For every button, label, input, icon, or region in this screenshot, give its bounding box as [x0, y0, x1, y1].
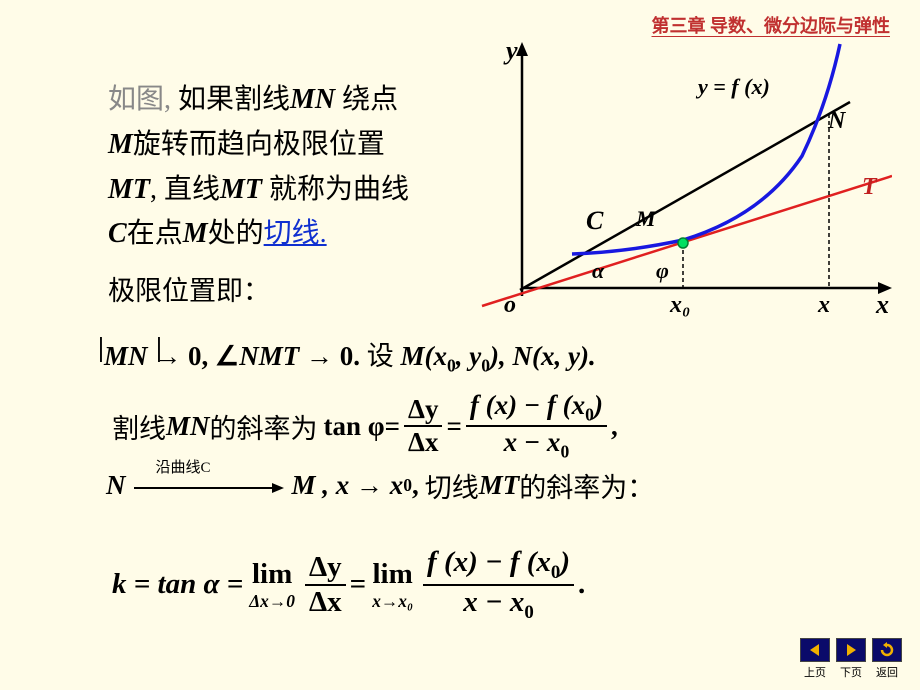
l1h: 0: [447, 355, 456, 375]
l2d2: x − x: [504, 427, 561, 457]
arrow-label: 沿曲线C: [156, 456, 211, 477]
l1e: 设: [367, 341, 401, 371]
l4dot: .: [578, 568, 585, 601]
p4b: 在点: [127, 218, 183, 249]
l4d1: Δx: [309, 586, 342, 618]
chapter-title: 第三章 导数、微分边际与弹性: [652, 12, 891, 38]
p3b: , 直线: [150, 174, 220, 205]
l1g: (x: [425, 341, 448, 371]
label-alpha: α: [592, 258, 604, 284]
label-C: C: [586, 206, 603, 236]
limit-label: 极限位置即：: [108, 270, 270, 313]
x-axis-label: x: [876, 290, 889, 320]
l1k: ), N(x, y).: [490, 341, 596, 371]
prev-icon: [800, 638, 830, 662]
l3a: N: [106, 470, 126, 501]
tangent-diagram: y o x y = f (x) C M N T α φ x₀ x: [472, 36, 892, 326]
back-label: 返回: [876, 664, 898, 680]
l2n2: f (x) − f (x: [470, 390, 585, 420]
p3c: MT: [220, 174, 262, 205]
l2d: tan φ: [324, 411, 385, 441]
l2n2c: ): [594, 390, 603, 420]
math-line-2: 割线MN的斜率为 tan φ = ΔyΔx = f (x) − f (x0)x …: [112, 390, 618, 463]
l2n2b: 0: [585, 404, 594, 424]
l4u2: x→x₀: [372, 591, 413, 612]
l3d: ,: [412, 470, 419, 501]
l4n1: Δy: [309, 551, 342, 583]
back-icon: [872, 638, 902, 662]
main-paragraph: 如图, 如果割线MN 绕点 M旋转而趋向极限位置 MT, 直线MT 就称为曲线 …: [108, 78, 488, 257]
l1b: → 0, ∠: [154, 341, 239, 371]
l4d2b: 0: [524, 602, 533, 623]
label-N: N: [828, 108, 845, 135]
p4a: C: [108, 218, 127, 249]
l1c: NMT: [239, 341, 299, 371]
l3g: 的斜率为：: [519, 466, 654, 505]
diagram-svg: [472, 36, 892, 326]
l4n2c: ): [560, 546, 570, 578]
l1d: → 0.: [299, 341, 360, 371]
p4c: M: [183, 218, 208, 249]
math-line-1: | MN | → 0, ∠NMT → 0. 设 M(x0, y0), N(x, …: [104, 334, 596, 376]
p1b: 如果割线: [171, 84, 290, 115]
l2a: 割线: [112, 407, 166, 446]
l1f: M: [400, 341, 424, 371]
label-x0: x₀: [670, 292, 690, 319]
label-xx: x: [818, 292, 830, 319]
l3c: 0: [403, 475, 412, 496]
p4d: 处的: [208, 218, 264, 249]
l2b: MN: [166, 411, 210, 442]
p1c: MN: [290, 84, 335, 115]
y-axis-label: y: [506, 36, 518, 66]
l2c: 的斜率为: [210, 407, 318, 446]
curve-equation: y = f (x): [698, 74, 770, 100]
label-phi: φ: [656, 258, 669, 284]
l4eq: =: [350, 568, 367, 601]
label-T: T: [862, 174, 877, 201]
p3d: 就称为曲线: [262, 174, 409, 205]
nav-buttons: 上页 下页 返回: [800, 638, 902, 680]
l3e: 切线: [425, 466, 479, 505]
l1j: 0: [481, 355, 490, 375]
l2eq1: =: [385, 411, 400, 442]
origin-label: o: [504, 292, 516, 319]
l1i: , y: [456, 341, 481, 371]
l4n2b: 0: [551, 562, 560, 583]
l2n1: Δy: [408, 394, 438, 424]
l2d2b: 0: [560, 442, 569, 462]
tangent-link[interactable]: 切线.: [264, 218, 327, 249]
l4a: k = tan α =: [112, 568, 243, 601]
next-label: 下页: [840, 664, 862, 680]
l4lim1: lim: [252, 558, 292, 590]
l3f: MT: [479, 470, 520, 501]
p3a: MT: [108, 174, 150, 205]
next-icon: [836, 638, 866, 662]
prev-button[interactable]: 上页: [800, 638, 830, 680]
l1a: MN: [104, 341, 148, 371]
back-button[interactable]: 返回: [872, 638, 902, 680]
p2a: M: [108, 129, 133, 160]
p1d: 绕点: [335, 84, 398, 115]
next-button[interactable]: 下页: [836, 638, 866, 680]
l2comma: ,: [611, 411, 618, 442]
l3b: M , x → x: [292, 470, 404, 501]
p1a: 如图,: [108, 84, 171, 115]
l4u1: Δx→0: [249, 591, 295, 612]
l4lim2: lim: [372, 558, 412, 590]
p2b: 旋转而趋向极限位置: [133, 129, 385, 160]
label-M: M: [636, 206, 656, 232]
l2d1: Δx: [408, 427, 438, 457]
l4n2: f (x) − f (x: [427, 546, 551, 578]
math-line-4: k = tan α = lim Δx→0 ΔyΔx = lim x→x₀ f (…: [112, 546, 585, 624]
l4d2: x − x: [463, 586, 524, 618]
prev-label: 上页: [804, 664, 826, 680]
math-line-3: N 沿曲线C M , x → x0 , 切线MT的斜率为：: [106, 466, 654, 505]
l2eq2: =: [446, 411, 461, 442]
